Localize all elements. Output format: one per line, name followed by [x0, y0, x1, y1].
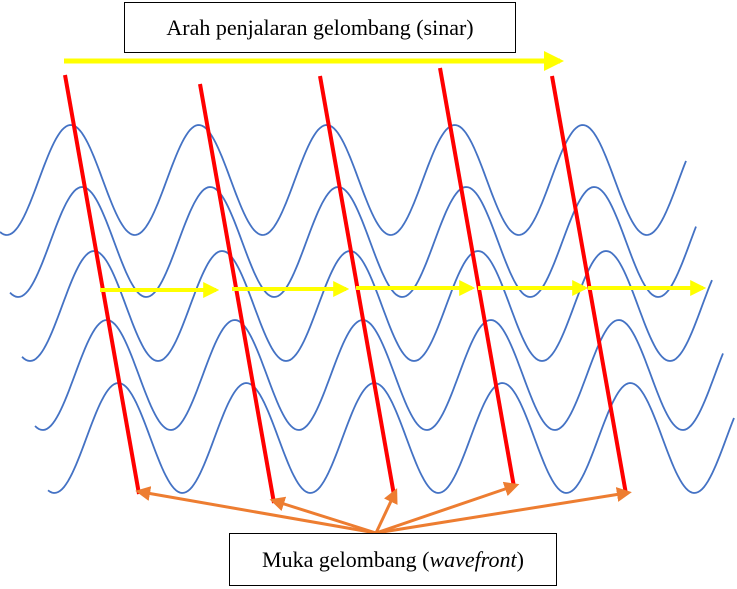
wave-line: [47, 382, 735, 494]
wavefront-label: Muka gelombang (wavefront): [229, 533, 557, 586]
wavefront-line: [438, 67, 516, 488]
pointer-arrow-4: [375, 481, 520, 535]
propagation-direction-label: Arah penjalaran gelombang (sinar): [124, 2, 516, 53]
pointer-arrow-3: [374, 488, 398, 534]
wavefront-lines: [63, 67, 628, 504]
wave-line: [9, 186, 697, 298]
wavefront-label-suffix: ): [516, 546, 524, 572]
pointer-arrow-1: [135, 486, 377, 535]
wavefront-pointer-arrows: [135, 481, 632, 535]
wavefront-line: [318, 75, 396, 496]
pointer-arrow-2: [269, 496, 377, 535]
pointer-arrow-5: [375, 487, 632, 535]
propagation-direction-text: Arah penjalaran gelombang (sinar): [166, 14, 474, 40]
wave-line: [21, 250, 713, 362]
wavefront-line: [198, 83, 276, 504]
wave-line: [34, 319, 724, 431]
wave-lines: [0, 124, 735, 494]
wave-line: [0, 124, 687, 236]
wavefront-label-prefix: Muka gelombang (: [262, 546, 430, 572]
wavefront-line: [550, 75, 628, 495]
wavefront-label-italic: wavefront: [429, 546, 517, 572]
wavefront-line: [63, 74, 141, 495]
